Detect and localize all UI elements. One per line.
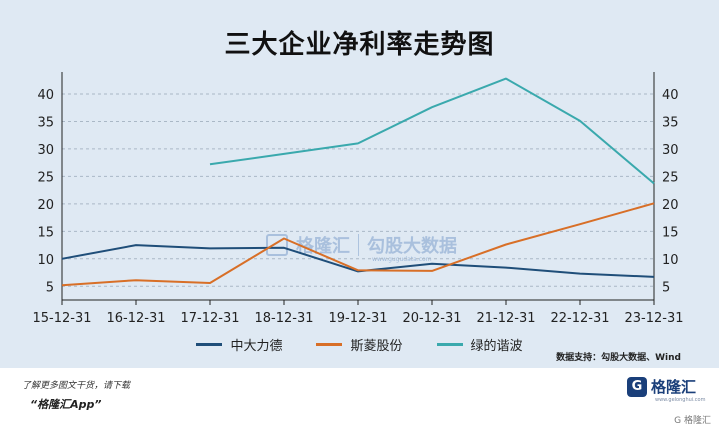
y-tick-label-right: 5	[662, 280, 670, 295]
legend-swatch	[316, 343, 343, 346]
logo-url: www.gelonghui.com	[655, 397, 706, 403]
x-tick-label: 16-12-31	[106, 311, 165, 326]
watermark-divider	[358, 234, 359, 256]
legend-item-3: 绿的谐波	[436, 335, 523, 354]
y-tick-label-left: 5	[46, 280, 54, 295]
series-line-2	[61, 202, 655, 287]
y-tick-label-left: 40	[37, 88, 54, 103]
promo-line-2: “格隆汇App”	[30, 398, 102, 411]
legend-swatch	[196, 343, 223, 346]
legend-item-2: 斯菱股份	[316, 335, 403, 354]
y-tick-label-right: 15	[662, 225, 679, 240]
series-line-1	[61, 244, 655, 278]
x-tick-label: 20-12-31	[402, 311, 461, 326]
legend-label: 中大力德	[230, 339, 283, 354]
y-tick-label-right: 10	[662, 253, 679, 268]
y-tick-label-right: 35	[662, 115, 679, 130]
x-tick-label: 18-12-31	[254, 311, 313, 326]
y-tick-label-left: 10	[37, 253, 54, 268]
line-chart: 5 5 10 10 15 15 20 20 25 25 30 30 35 35 40 40 15-12-31 16…	[32, 72, 684, 326]
logo-g-icon: G	[627, 376, 647, 397]
legend-swatch	[436, 343, 463, 346]
watermark-service: 勾股大数据	[367, 236, 457, 257]
y-tick-label-left: 15	[37, 225, 54, 240]
watermark-brand: 格隆汇	[296, 236, 350, 257]
chart-title: 三大企业净利率走势图	[224, 30, 495, 60]
y-tick-label-left: 30	[37, 143, 54, 158]
data-source: 数据支持：勾股大数据、Wind	[556, 353, 681, 363]
y-tick-label-right: 20	[662, 198, 679, 213]
y-tick-label-right: 40	[662, 88, 679, 103]
legend-item-1: 中大力德	[196, 335, 282, 354]
y-tick-label-right: 30	[662, 143, 679, 158]
x-tick-label: 17-12-31	[180, 311, 239, 326]
y-tick-label-right: 25	[662, 170, 679, 185]
legend-label: 绿的谐波	[470, 339, 523, 354]
legend: 中大力德 斯菱股份 绿的谐波	[0, 335, 719, 354]
watermark-url: www.gugudata.com	[372, 256, 432, 263]
x-tick-label: 15-12-31	[32, 311, 91, 326]
logo-text: 格隆汇	[651, 378, 697, 396]
watermark: 格隆汇 勾股大数据	[266, 232, 457, 258]
x-tick-label: 23-12-31	[624, 311, 683, 326]
promo-line-1: 了解更多图文干货，请下载	[22, 381, 131, 391]
y-tick-label-left: 35	[37, 115, 54, 130]
x-tick-label: 22-12-31	[550, 311, 609, 326]
y-tick-label-left: 25	[37, 170, 54, 185]
y-tick-label-left: 20	[37, 198, 54, 213]
chart-card	[0, 0, 719, 368]
watermark-logo-icon	[266, 234, 288, 256]
x-tick-label: 21-12-31	[476, 311, 535, 326]
x-tick-label: 19-12-31	[328, 311, 387, 326]
image-credit: G 格隆汇	[674, 416, 711, 426]
legend-label: 斯菱股份	[350, 339, 403, 354]
series-line-3	[209, 77, 655, 185]
brand-logo: G 格隆汇	[627, 376, 696, 397]
footer	[0, 368, 719, 430]
